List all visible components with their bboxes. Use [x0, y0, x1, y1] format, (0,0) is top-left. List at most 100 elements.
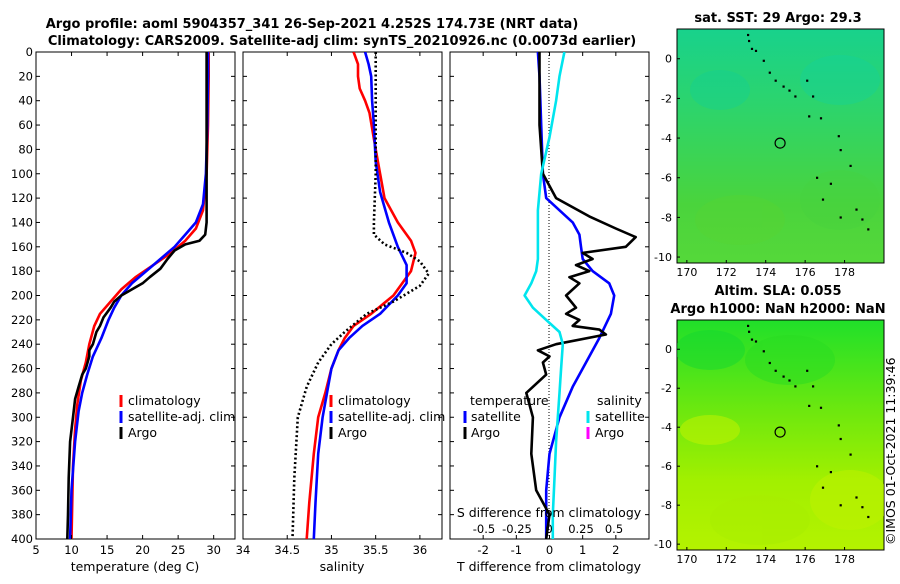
island-dot: [839, 149, 842, 152]
sst-map-title: sat. SST: 29 Argo: 29.3: [694, 11, 861, 26]
island-dot: [768, 71, 771, 74]
temperature-axes: 0 20 40 60 80 100 120 140 160 180 200 220 240 260 280 3…: [11, 45, 236, 574]
map-x-tick-label: 174: [755, 553, 776, 566]
sla-map-argo-location-marker: [774, 426, 786, 438]
salinity-depth-ticks: [243, 51, 442, 540]
salinity-series-layer: [291, 52, 431, 539]
x-tick-label: 1: [579, 543, 586, 557]
sla-map-latitude-ticks: 0 -2 -4 -6 -8 -10: [654, 343, 680, 551]
sst-map-latitude-ticks: 0 -2 -4 -6 -8 -10: [654, 53, 680, 264]
depth-tick-label: 300: [11, 410, 33, 424]
x-tick-label: 36: [413, 543, 428, 557]
depth-tick-label: 20: [18, 69, 33, 83]
island-dot: [867, 228, 870, 231]
depth-tick-label: 260: [11, 362, 33, 376]
island-dot: [861, 506, 864, 509]
difference-top-ticks: -0.5 -0.25 0 0.25 0.5: [473, 522, 623, 536]
island-dot: [821, 198, 825, 201]
x-tick-label: 34.5: [274, 543, 300, 557]
island-dot: [829, 471, 832, 474]
island-dot: [837, 135, 840, 138]
map-x-tick-label: 174: [755, 266, 776, 279]
map-x-tick-label: 172: [716, 266, 737, 279]
island-dot: [794, 95, 797, 98]
temperature-x-ticks: 5 10 15 20 25 30: [32, 52, 221, 557]
difference-x-ticks: -2 -1 0 1 2: [477, 52, 619, 557]
island-dot: [849, 164, 852, 167]
island-dot: [839, 216, 842, 219]
depth-tick-label: 140: [11, 215, 33, 229]
x-tick-label: 0: [546, 543, 553, 557]
top-tick-label: 0: [545, 522, 552, 536]
island-dot: [849, 453, 852, 456]
depth-tick-label: 60: [18, 118, 33, 132]
island-dot: [812, 385, 815, 388]
island-dot: [819, 117, 823, 120]
map-x-tick-label: 170: [676, 553, 697, 566]
series-line-satellite-adj-clim: [68, 52, 210, 539]
island-dot: [782, 85, 785, 88]
series-line-satellite-adj-clim: [312, 52, 408, 539]
island-dot: [861, 218, 864, 221]
series-line-t-argo: [524, 52, 638, 539]
difference-legend-temperature-title: temperature: [470, 393, 549, 408]
salinity-xlabel: salinity: [320, 559, 365, 574]
island-dot: [754, 340, 758, 343]
series-line-t-satellite: [536, 52, 616, 539]
map-y-tick-label: -10: [654, 251, 672, 264]
island-dot: [839, 437, 842, 441]
x-tick-label: -1: [511, 543, 522, 557]
depth-tick-label: 120: [11, 191, 33, 205]
difference-legend-s-argo: Argo: [595, 425, 624, 440]
island-dot: [829, 182, 832, 185]
map-x-tick-label: 178: [834, 266, 855, 279]
series-line-s-satellite: [523, 52, 566, 539]
map-y-tick-label: 0: [665, 343, 672, 356]
depth-tick-label: 200: [11, 289, 33, 303]
sla-map: Altim. SLA: 0.055 Argo h1000: NaN h2000:…: [654, 284, 886, 566]
x-tick-label: 25: [171, 543, 186, 557]
depth-tick-label: 80: [18, 142, 33, 156]
difference-legend-t-satellite: satellite: [471, 409, 521, 424]
map-y-tick-label: -10: [654, 538, 672, 551]
salinity-x-ticks: 34 34.5 35 35.5 36: [236, 52, 428, 557]
sst-map-islands: [747, 33, 870, 231]
map-x-tick-label: 176: [795, 553, 816, 566]
map-x-tick-label: 176: [795, 266, 816, 279]
island-dot: [867, 515, 870, 519]
island-dot: [747, 33, 750, 37]
series-line-climatology: [305, 52, 417, 539]
salinity-legend-argo: Argo: [338, 425, 367, 440]
map-y-tick-label: -8: [661, 211, 672, 224]
island-dot: [808, 115, 811, 118]
depth-tick-label: 340: [11, 459, 33, 473]
difference-xlabel: T difference from climatology: [456, 559, 642, 574]
map-y-tick-label: -6: [661, 172, 672, 185]
x-tick-label: -2: [477, 543, 488, 557]
island-dot: [816, 465, 819, 468]
top-tick-label: -0.5: [473, 522, 495, 536]
x-tick-label: 34: [236, 543, 251, 557]
x-tick-label: 15: [100, 543, 115, 557]
depth-tick-label: 220: [11, 313, 33, 327]
map-y-tick-label: 0: [665, 53, 672, 66]
depth-tick-label: 40: [18, 94, 33, 108]
island-dot: [806, 369, 809, 372]
x-tick-label: 35: [324, 543, 339, 557]
figure-title-line2: Climatology: CARS2009. Satellite-adj cli…: [48, 34, 636, 49]
depth-tick-label: 280: [11, 386, 33, 400]
island-dot: [748, 39, 751, 43]
depth-tick-label: 360: [11, 483, 33, 497]
difference-depth-ticks: [450, 51, 649, 540]
island-dot: [788, 379, 791, 382]
x-tick-label: 5: [32, 543, 39, 557]
depth-tick-label: 0: [26, 45, 33, 59]
sst-map-argo-location-marker: [774, 137, 786, 149]
x-tick-label: 30: [206, 543, 221, 557]
island-dot: [819, 406, 823, 409]
island-dot: [782, 375, 785, 378]
x-tick-label: 35.5: [363, 543, 389, 557]
island-dot: [774, 79, 777, 82]
island-dot: [821, 486, 825, 489]
depth-tick-label: 180: [11, 264, 33, 278]
